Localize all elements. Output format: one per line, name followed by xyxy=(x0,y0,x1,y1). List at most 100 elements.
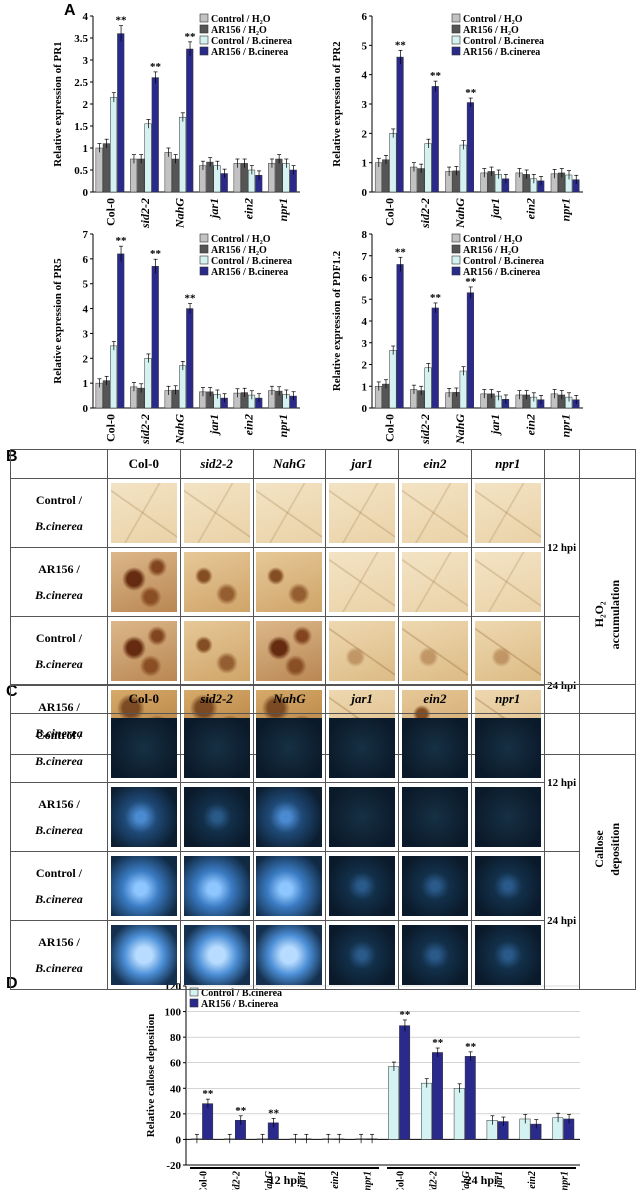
bar xyxy=(137,158,145,193)
leaf-image xyxy=(256,621,323,681)
col-header-col0: Col-0 xyxy=(106,684,181,714)
x-tick-label: jar1 xyxy=(207,198,221,220)
bar xyxy=(144,123,152,193)
significance-label: ** xyxy=(235,1105,247,1117)
bar xyxy=(459,144,467,193)
y-tick-label: 3 xyxy=(83,328,89,340)
x-tick-label: sid2-2 xyxy=(428,1171,439,1190)
fluorescence-image xyxy=(401,856,468,916)
grid-corner-right xyxy=(543,449,580,479)
fluorescence-image xyxy=(401,925,468,985)
col-header-sid2: sid2-2 xyxy=(179,449,254,479)
legend-label: AR156 / B.cinerea xyxy=(463,267,540,278)
significance-label: ** xyxy=(150,248,162,260)
y-tick-label: 0 xyxy=(83,403,89,415)
fluorescence-image xyxy=(183,925,250,985)
y-axis-title: Relative expression of PDF1.2 xyxy=(331,250,343,391)
row-label: Control / B.cinerea xyxy=(10,478,108,548)
leaf-image xyxy=(110,483,177,543)
side-label: Callose deposition xyxy=(578,713,636,990)
y-axis-title: Relative expression of PR5 xyxy=(52,258,64,384)
leaf-image xyxy=(474,621,541,681)
bar xyxy=(151,266,159,409)
grid-corner-right xyxy=(543,684,580,714)
x-tick-label: ein2 xyxy=(523,198,537,219)
leaf-image xyxy=(183,621,250,681)
legend-swatch xyxy=(451,244,461,254)
legend-swatch xyxy=(199,244,209,254)
bar xyxy=(186,48,194,193)
x-tick-label: npr1 xyxy=(276,198,290,221)
bar xyxy=(431,307,439,409)
y-tick-label: 20 xyxy=(170,1109,182,1121)
legend-label: AR156 / B.cinerea xyxy=(211,267,288,278)
y-tick-label: 7 xyxy=(83,229,89,241)
significance-label: ** xyxy=(116,235,128,247)
y-tick-label: 5 xyxy=(83,279,89,291)
y-tick-label: 3 xyxy=(362,338,368,350)
y-tick-label: 2 xyxy=(362,360,368,372)
fluorescence-image xyxy=(256,787,323,847)
fluorescence-image xyxy=(474,787,541,847)
x-tick-label: sid2-2 xyxy=(138,414,152,445)
fluorescence-image xyxy=(329,925,396,985)
y-tick-label: 7 xyxy=(362,251,368,263)
significance-label: ** xyxy=(432,1037,444,1049)
legend-swatch xyxy=(451,233,461,243)
y-axis-title: Relative callose deposition xyxy=(145,1014,157,1137)
legend-swatch xyxy=(451,266,461,276)
y-tick-label: 6 xyxy=(362,273,368,285)
bar xyxy=(396,264,404,409)
y-tick-label: 60 xyxy=(170,1058,182,1070)
x-tick-label: sid2-2 xyxy=(418,198,432,229)
y-tick-label: -20 xyxy=(166,1160,181,1172)
fluorescence-image xyxy=(474,856,541,916)
y-tick-label: 40 xyxy=(170,1083,182,1095)
legend-swatch xyxy=(199,255,209,265)
legend-swatch xyxy=(189,998,199,1008)
bar xyxy=(95,147,103,193)
y-tick-label: 6 xyxy=(362,11,368,23)
leaf-image xyxy=(256,483,323,543)
bar xyxy=(110,97,118,193)
x-tick-label: jar1 xyxy=(207,414,221,436)
fluorescence-image xyxy=(401,787,468,847)
y-tick-label: 5 xyxy=(362,294,368,306)
fluorescence-image xyxy=(401,718,468,778)
y-tick-label: 1 xyxy=(362,381,368,393)
x-tick-label: ein2 xyxy=(523,414,537,435)
significance-label: ** xyxy=(185,31,197,43)
x-tick-label: jar1 xyxy=(297,1171,308,1190)
x-tick-label: ein2 xyxy=(527,1171,538,1189)
fluorescence-image xyxy=(329,718,396,778)
x-tick-label: npr1 xyxy=(560,1171,571,1190)
y-tick-label: 1 xyxy=(362,158,368,170)
bar xyxy=(459,370,467,409)
leaf-image xyxy=(256,552,323,612)
time-label: 12 hpi xyxy=(543,713,580,852)
y-tick-label: 0 xyxy=(176,1134,182,1146)
grid-corner xyxy=(10,449,108,479)
col-header-ein2: ein2 xyxy=(398,684,472,714)
col-header-sid2: sid2-2 xyxy=(179,684,254,714)
y-tick-label: 6 xyxy=(83,254,89,266)
significance-label: ** xyxy=(465,1041,477,1053)
legend-label: Control / H₂O xyxy=(463,234,523,245)
legend-label: AR156 / B.cinerea xyxy=(211,47,288,58)
row-label: AR156 /B.cinerea xyxy=(10,547,108,617)
x-tick-label: NahG xyxy=(172,414,186,445)
x-tick-label: jar1 xyxy=(488,198,502,220)
y-tick-label: 1 xyxy=(83,143,89,155)
bar xyxy=(389,350,397,409)
legend-label: AR156 / H₂O xyxy=(211,245,267,256)
bar xyxy=(424,143,432,193)
significance-label: ** xyxy=(202,1088,214,1100)
y-axis-title: Relative expression of PR1 xyxy=(52,41,64,166)
legend-swatch xyxy=(451,13,461,23)
legend-label: AR156 / B.cinerea xyxy=(201,999,278,1010)
bar xyxy=(396,56,404,193)
bar xyxy=(102,143,110,193)
grid-corner xyxy=(10,684,108,714)
bar xyxy=(466,292,474,409)
x-tick-label: npr1 xyxy=(558,414,572,437)
